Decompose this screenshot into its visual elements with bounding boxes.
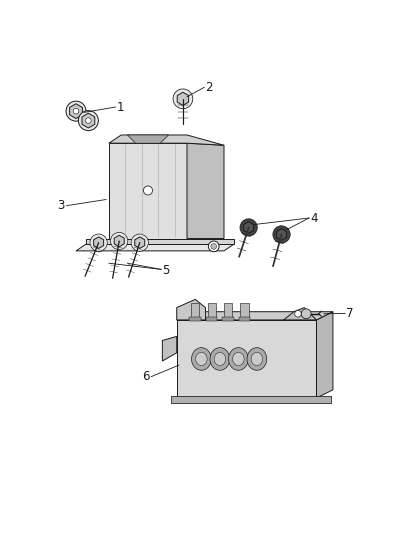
Polygon shape [109, 135, 224, 146]
Bar [224, 303, 232, 320]
Circle shape [240, 219, 257, 236]
Bar [208, 303, 216, 320]
Polygon shape [114, 235, 124, 247]
Bar [239, 317, 250, 321]
Circle shape [111, 232, 128, 249]
Bar [191, 303, 199, 320]
Ellipse shape [196, 352, 207, 366]
Polygon shape [244, 222, 254, 233]
Circle shape [73, 108, 79, 114]
Circle shape [96, 244, 102, 249]
Polygon shape [277, 229, 286, 240]
Polygon shape [82, 113, 95, 128]
Circle shape [85, 118, 91, 124]
Text: 6: 6 [143, 370, 150, 383]
Circle shape [211, 244, 217, 249]
Bar [171, 395, 331, 403]
Ellipse shape [210, 348, 230, 370]
Polygon shape [177, 312, 333, 320]
Circle shape [173, 89, 193, 109]
Polygon shape [86, 239, 234, 244]
Polygon shape [162, 336, 177, 361]
Polygon shape [76, 244, 234, 251]
Ellipse shape [229, 348, 248, 370]
Polygon shape [69, 104, 83, 118]
Circle shape [273, 226, 290, 243]
Text: 2: 2 [206, 81, 213, 94]
Circle shape [208, 241, 219, 252]
Text: 5: 5 [162, 264, 170, 277]
Circle shape [79, 111, 98, 131]
Polygon shape [284, 308, 316, 320]
Text: 7: 7 [346, 307, 353, 320]
Polygon shape [135, 237, 145, 248]
Ellipse shape [233, 352, 244, 366]
Circle shape [131, 234, 148, 251]
Polygon shape [177, 300, 206, 320]
Bar [189, 317, 201, 321]
Text: 1: 1 [117, 101, 125, 114]
Ellipse shape [247, 348, 267, 370]
Polygon shape [316, 312, 333, 398]
Circle shape [66, 101, 86, 121]
Bar [206, 317, 217, 321]
Polygon shape [187, 143, 224, 239]
Circle shape [301, 309, 311, 319]
Text: 3: 3 [58, 199, 65, 212]
Polygon shape [109, 143, 187, 239]
Ellipse shape [214, 352, 226, 366]
Circle shape [90, 234, 107, 251]
Ellipse shape [251, 352, 263, 366]
Ellipse shape [192, 348, 211, 370]
Polygon shape [127, 135, 169, 143]
Circle shape [295, 311, 301, 317]
Polygon shape [177, 92, 189, 106]
Polygon shape [94, 237, 104, 248]
Text: 4: 4 [310, 212, 318, 224]
Bar [222, 317, 234, 321]
Circle shape [143, 186, 152, 195]
Circle shape [93, 241, 104, 252]
Bar [240, 303, 249, 320]
Bar [177, 320, 316, 398]
